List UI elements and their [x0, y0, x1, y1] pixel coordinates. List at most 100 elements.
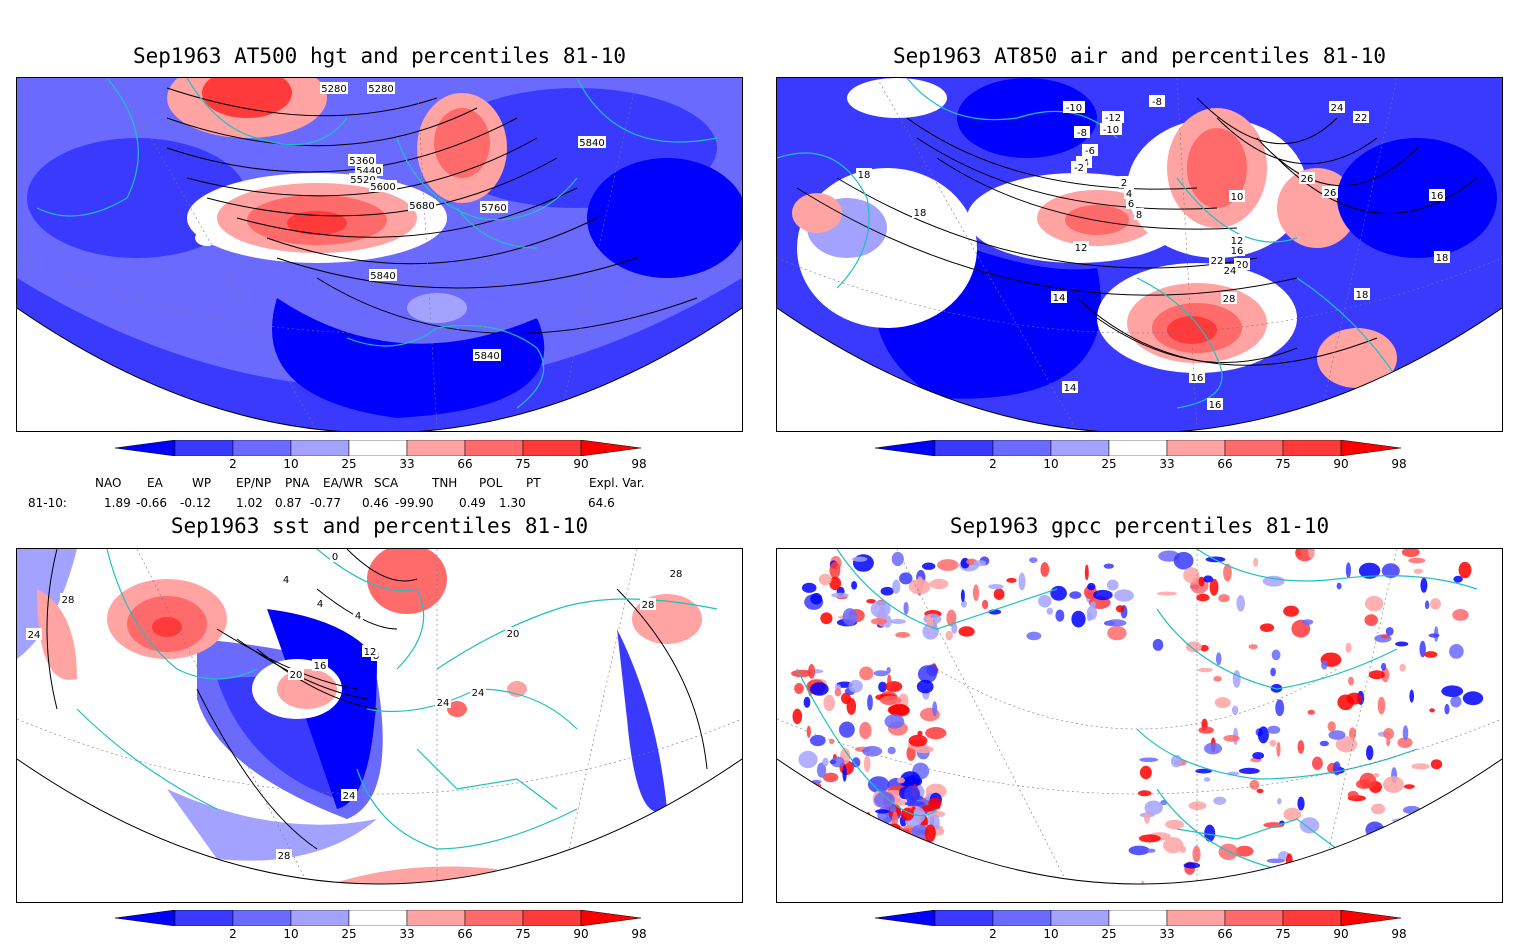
precip-anomaly-patch	[908, 579, 931, 595]
precip-anomaly-patch	[1204, 824, 1216, 842]
contour-label-bg	[912, 206, 928, 218]
colorbar-tick-label: 66	[457, 927, 473, 941]
precip-anomaly-patch	[1294, 870, 1299, 884]
precip-anomaly-patch	[875, 809, 890, 814]
colorbar-segment	[232, 440, 292, 456]
precip-anomaly-patch	[1183, 862, 1201, 869]
precip-anomaly-patch	[903, 601, 909, 615]
precip-anomaly-patch	[1050, 585, 1067, 601]
precip-anomaly-patch	[870, 600, 891, 618]
precip-anomaly-patch	[1453, 575, 1463, 583]
precip-anomaly-patch	[1336, 582, 1342, 590]
precip-anomaly-patch	[1107, 625, 1127, 641]
precip-anomaly-patch	[803, 696, 811, 708]
colorbar-tick-label: 25	[1101, 927, 1117, 941]
colorbar-tick-label: 75	[515, 457, 531, 471]
precip-anomaly-patch	[1401, 549, 1420, 558]
contour-label-bg	[1063, 101, 1085, 113]
precip-anomaly-patch	[1368, 670, 1385, 680]
colorbar-hgt: 2 10 25 33 66 75 90 98	[115, 440, 647, 480]
contour-label-bg	[1207, 398, 1223, 410]
precip-anomaly-patch	[1297, 740, 1305, 754]
contour-label: 28	[670, 569, 683, 580]
contour-label-bg	[1322, 186, 1338, 198]
colorbar-tick-label: 66	[457, 457, 473, 471]
precip-anomaly-patch	[1430, 598, 1441, 610]
precip-anomaly-patch	[1173, 551, 1194, 570]
precip-anomaly-patch	[1363, 843, 1373, 848]
precip-anomaly-patch	[881, 840, 895, 851]
index-header: Expl. Var.	[589, 476, 645, 490]
contour-label-bg	[1299, 172, 1315, 184]
precip-anomaly-patch	[808, 664, 816, 679]
contour-label: 28	[1223, 294, 1236, 305]
precip-anomaly-patch	[1403, 784, 1415, 789]
contour-label: 6	[1128, 199, 1134, 210]
precip-anomaly-patch	[1195, 768, 1212, 774]
contour-label: -8	[1077, 128, 1087, 139]
contour-label: 24	[343, 791, 356, 802]
precip-anomaly-patch	[848, 679, 863, 693]
precip-anomaly-patch	[889, 805, 897, 813]
colorbar-max-arrow	[1340, 440, 1402, 456]
contour-label: 14	[1064, 383, 1077, 394]
precip-anomaly-patch	[1351, 882, 1364, 884]
precip-anomaly-patch	[1093, 589, 1113, 601]
precip-anomaly-patch	[1257, 726, 1269, 744]
precip-anomaly-patch	[1409, 854, 1428, 863]
contour-label-bg	[312, 659, 328, 671]
contour-label: 18	[914, 208, 927, 219]
contour-label-bg	[1229, 190, 1245, 202]
contour-label: -8	[1152, 97, 1162, 108]
precip-anomaly-patch	[1203, 777, 1211, 782]
precip-anomaly-patch	[1026, 631, 1042, 641]
precip-anomaly-patch	[887, 746, 896, 755]
contour-label: 12	[1231, 236, 1244, 247]
precip-anomaly-patch	[883, 615, 892, 628]
precip-anomaly-patch	[1450, 695, 1462, 708]
contour-label-bg	[367, 82, 395, 94]
contour-label-bg	[1229, 244, 1245, 256]
precip-anomaly-patch	[851, 581, 858, 590]
colorbar-segment	[174, 440, 234, 456]
contour-label: 5840	[474, 351, 499, 362]
precip-anomaly-patch	[972, 584, 980, 601]
precip-anomaly-patch	[810, 593, 823, 605]
contour-label: 28	[278, 851, 291, 862]
precip-anomaly-patch	[831, 592, 849, 598]
precip-anomaly-patch	[1256, 788, 1264, 794]
precip-anomaly-patch	[1386, 737, 1391, 747]
contour-label-bg	[1126, 197, 1136, 209]
colorbar-segment	[1050, 440, 1110, 456]
index-value: -0.66	[136, 496, 168, 510]
contour-label-bg	[369, 269, 397, 281]
contour-label: 26	[1324, 188, 1337, 199]
contour-label-bg	[330, 550, 340, 562]
gpcc-map	[776, 548, 1503, 903]
colorbar-segment	[1166, 440, 1226, 456]
contour-label: 28	[62, 595, 75, 606]
contour-label-bg	[1434, 251, 1450, 263]
precip-anomaly-patch	[1055, 609, 1065, 622]
precip-anomaly-patch	[859, 721, 872, 740]
contour-label-bg	[473, 349, 501, 361]
precip-anomaly-patch	[1235, 845, 1254, 857]
contour-label-bg	[1051, 291, 1067, 303]
precip-anomaly-patch	[1137, 790, 1152, 797]
precip-anomaly-patch	[892, 579, 901, 594]
precip-anomaly-patch	[794, 683, 804, 694]
colorbar-segment	[934, 910, 994, 926]
precip-anomaly-patch	[1424, 651, 1438, 658]
precip-anomaly-patch	[1462, 691, 1484, 706]
colorbar-tick-label: 10	[1043, 457, 1059, 471]
contour-label: 24	[1331, 103, 1344, 114]
contour-label: 4	[317, 599, 323, 610]
precip-anomaly-patch	[810, 682, 829, 696]
precip-anomaly-patch	[929, 578, 949, 590]
precip-anomaly-patch	[1307, 709, 1315, 715]
precip-anomaly-patch	[879, 695, 902, 705]
contour-label-bg	[315, 597, 325, 609]
index-value: 1.30	[499, 496, 526, 510]
colorbar-segment	[464, 910, 524, 926]
colorbar-tick-label: 98	[631, 927, 647, 941]
